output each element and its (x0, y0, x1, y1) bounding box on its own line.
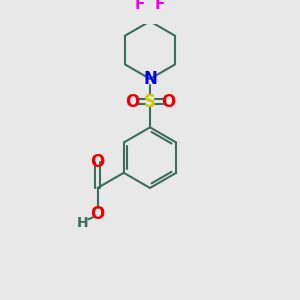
Text: O: O (161, 93, 175, 111)
Text: N: N (143, 70, 157, 88)
Text: O: O (125, 93, 139, 111)
Text: S: S (144, 93, 156, 111)
Text: O: O (90, 205, 105, 223)
Text: H: H (77, 216, 88, 230)
Text: F: F (155, 0, 165, 12)
Text: O: O (90, 153, 105, 171)
Text: F: F (135, 0, 145, 12)
